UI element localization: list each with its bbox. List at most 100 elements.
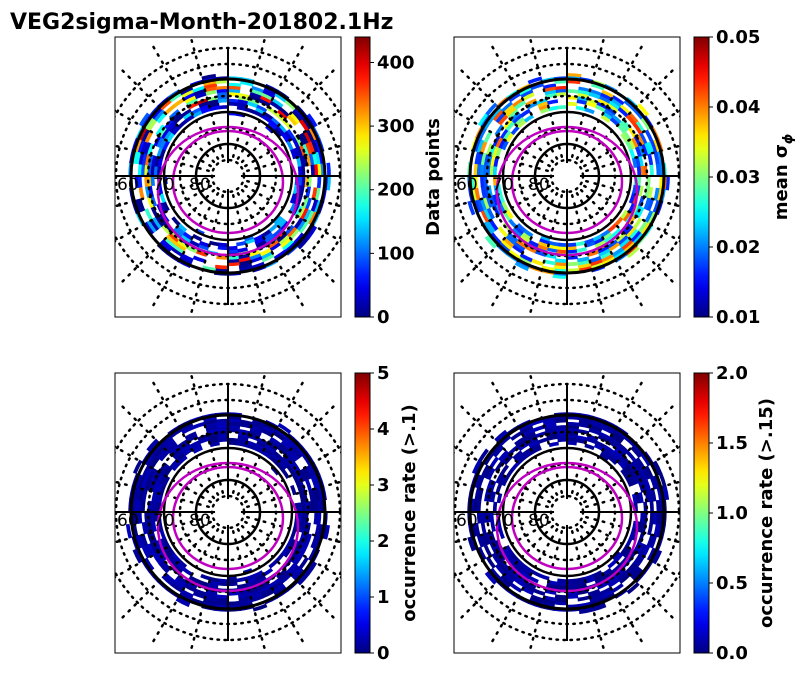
latitude-label: 70 [153,511,175,531]
heatmap-cell [602,447,613,457]
heatmap-cell [138,151,145,165]
heatmap-cell [281,239,294,251]
heatmap-cell [510,430,523,441]
heatmap-cell [630,137,639,149]
heatmap-cell [607,455,618,465]
heatmap-cell [496,492,503,504]
heatmap-cell [494,551,504,563]
heatmap-cell [505,132,515,143]
heatmap-cell [307,141,316,155]
heatmap-cell [603,234,615,244]
heatmap-cell [188,239,200,248]
colorbar-tick-label: 300 [377,116,415,137]
heatmap-cell [512,114,523,124]
heatmap-cell [178,441,191,452]
heatmap-cell [161,238,174,251]
colorbar-gradient [693,372,710,654]
heatmap-cell [530,258,544,267]
heatmap-cell [611,550,621,561]
heatmap-cell [471,187,478,201]
heatmap-cell [263,111,274,121]
heatmap-cell [159,98,173,111]
heatmap-cell [576,438,587,445]
pole-blank [215,163,241,189]
colorbar-tick-label: 1.0 [716,503,748,524]
latitude-label: 70 [153,175,175,195]
heatmap-cell [277,459,288,470]
heatmap-cell [611,247,624,258]
heatmap-cell [638,155,644,168]
heatmap-cell [483,175,488,187]
heatmap-cell [141,545,151,559]
heatmap-cell [596,245,609,254]
heatmap-cell [218,105,229,110]
heatmap-cell [617,107,630,118]
heatmap-cell [635,121,646,134]
heatmap-cell [141,488,148,502]
heatmap-cell [249,255,263,264]
heatmap-cell [639,468,648,481]
heatmap-cell [523,564,534,574]
heatmap-cell [467,200,476,216]
heatmap-cell [483,544,493,558]
heatmap-cell [567,441,577,446]
heatmap-cell [305,186,311,199]
heatmap-cell [155,215,165,227]
heatmap-cell [161,560,172,572]
heatmap-cell [490,491,497,503]
heatmap-cell [162,201,170,212]
heatmap-cell [474,150,481,165]
heatmap-cell [529,443,541,452]
heatmap-cell [625,450,637,463]
heatmap-cell [557,242,567,247]
heatmap-cell [601,89,615,99]
heatmap-cell [577,262,592,269]
heatmap-cell [607,578,620,588]
heatmap-cell [180,108,192,118]
heatmap-cell [523,450,534,459]
heatmap-cell [198,101,210,109]
heatmap-cell [144,544,154,558]
heatmap-cell [182,92,196,102]
heatmap-cell [291,461,301,473]
heatmap-cell [163,236,176,248]
heatmap-cell [207,99,220,105]
heatmap-cell [144,116,155,130]
latitude-label: 80 [528,511,550,531]
heatmap-cell [507,554,518,565]
colorbar-label: occurrence rate (>.15) [756,398,777,628]
heatmap-cell [197,434,209,442]
heatmap-cell [644,465,654,479]
heatmap-cell [288,564,300,577]
heatmap-cell [138,126,149,141]
heatmap-cell [267,239,279,249]
heatmap-cell [156,146,164,158]
heatmap-cell [494,460,505,472]
heatmap-cell [613,428,627,439]
heatmap-cell [238,432,250,439]
heatmap-cell [638,491,644,504]
heatmap-cell [268,439,280,450]
heatmap-cell [238,256,251,263]
heatmap-cell [291,473,300,485]
heatmap-cell [270,580,283,591]
heatmap-cell [156,447,168,460]
heatmap-cell [584,107,595,115]
heatmap-cell [132,549,143,564]
heatmap-cell [477,487,484,501]
heatmap-cell [271,97,284,108]
heatmap-cell [487,490,494,502]
heatmap-cell [244,238,256,245]
heatmap-cell [170,582,184,593]
heatmap-cell [633,123,643,136]
heatmap-cell [280,457,290,468]
heatmap-cell [177,559,188,569]
heatmap-cell [477,112,489,127]
heatmap-cell [630,446,642,459]
heatmap-cell [497,225,509,238]
heatmap-cell [171,461,181,472]
heatmap-cell [639,132,648,145]
heatmap-cell [467,536,476,552]
heatmap-cell [272,228,283,238]
